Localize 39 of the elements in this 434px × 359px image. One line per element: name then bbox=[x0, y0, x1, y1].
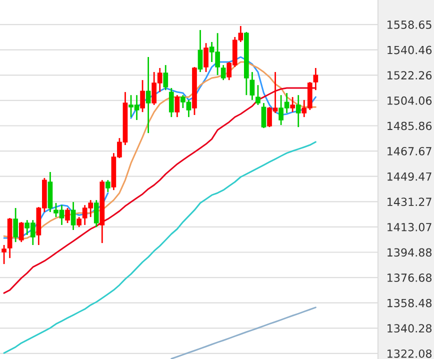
candlestick bbox=[261, 102, 266, 129]
y-tick-label: 1340.28 bbox=[388, 324, 432, 333]
candlestick bbox=[256, 84, 260, 106]
y-tick-label: 1322.08 bbox=[388, 349, 432, 358]
candlestick bbox=[94, 199, 99, 228]
y-tick-label: 1558.65 bbox=[388, 20, 432, 29]
candlestick bbox=[105, 179, 110, 193]
candlestick bbox=[140, 79, 145, 113]
y-tick-label: 1504.06 bbox=[388, 96, 432, 105]
candlestick bbox=[2, 244, 6, 265]
line-series bbox=[3, 141, 316, 354]
candlestick bbox=[18, 221, 24, 243]
y-tick-label: 1358.48 bbox=[388, 298, 432, 308]
candlestick bbox=[65, 207, 70, 224]
candlestick bbox=[198, 29, 203, 73]
line-series bbox=[170, 306, 316, 359]
candlestick bbox=[13, 207, 18, 243]
y-tick-label: 1540.46 bbox=[388, 46, 432, 54]
candlestick bbox=[174, 94, 180, 118]
y-tick-label: 1449.47 bbox=[388, 172, 432, 181]
y-tick-label: 1376.68 bbox=[388, 274, 432, 282]
candlestick bbox=[168, 87, 174, 118]
y-tick-label: 1413.07 bbox=[388, 222, 432, 232]
y-tick-label: 1431.27 bbox=[388, 198, 432, 206]
candlestick bbox=[220, 64, 226, 81]
candlestick bbox=[146, 56, 151, 134]
candlestick bbox=[290, 96, 296, 113]
candlestick bbox=[76, 216, 82, 228]
line-series bbox=[3, 87, 316, 294]
y-tick-label: 1485.86 bbox=[388, 122, 432, 130]
y-tick-label: 1522.26 bbox=[388, 71, 432, 80]
candlestick bbox=[250, 71, 255, 101]
candlestick bbox=[70, 201, 76, 231]
candlestick bbox=[296, 94, 301, 128]
candlestick bbox=[163, 64, 168, 91]
candlestick bbox=[204, 42, 208, 73]
y-tick-label: 1394.88 bbox=[388, 248, 432, 257]
y-tick-label: 1467.67 bbox=[388, 147, 432, 156]
candlestick bbox=[313, 67, 318, 91]
